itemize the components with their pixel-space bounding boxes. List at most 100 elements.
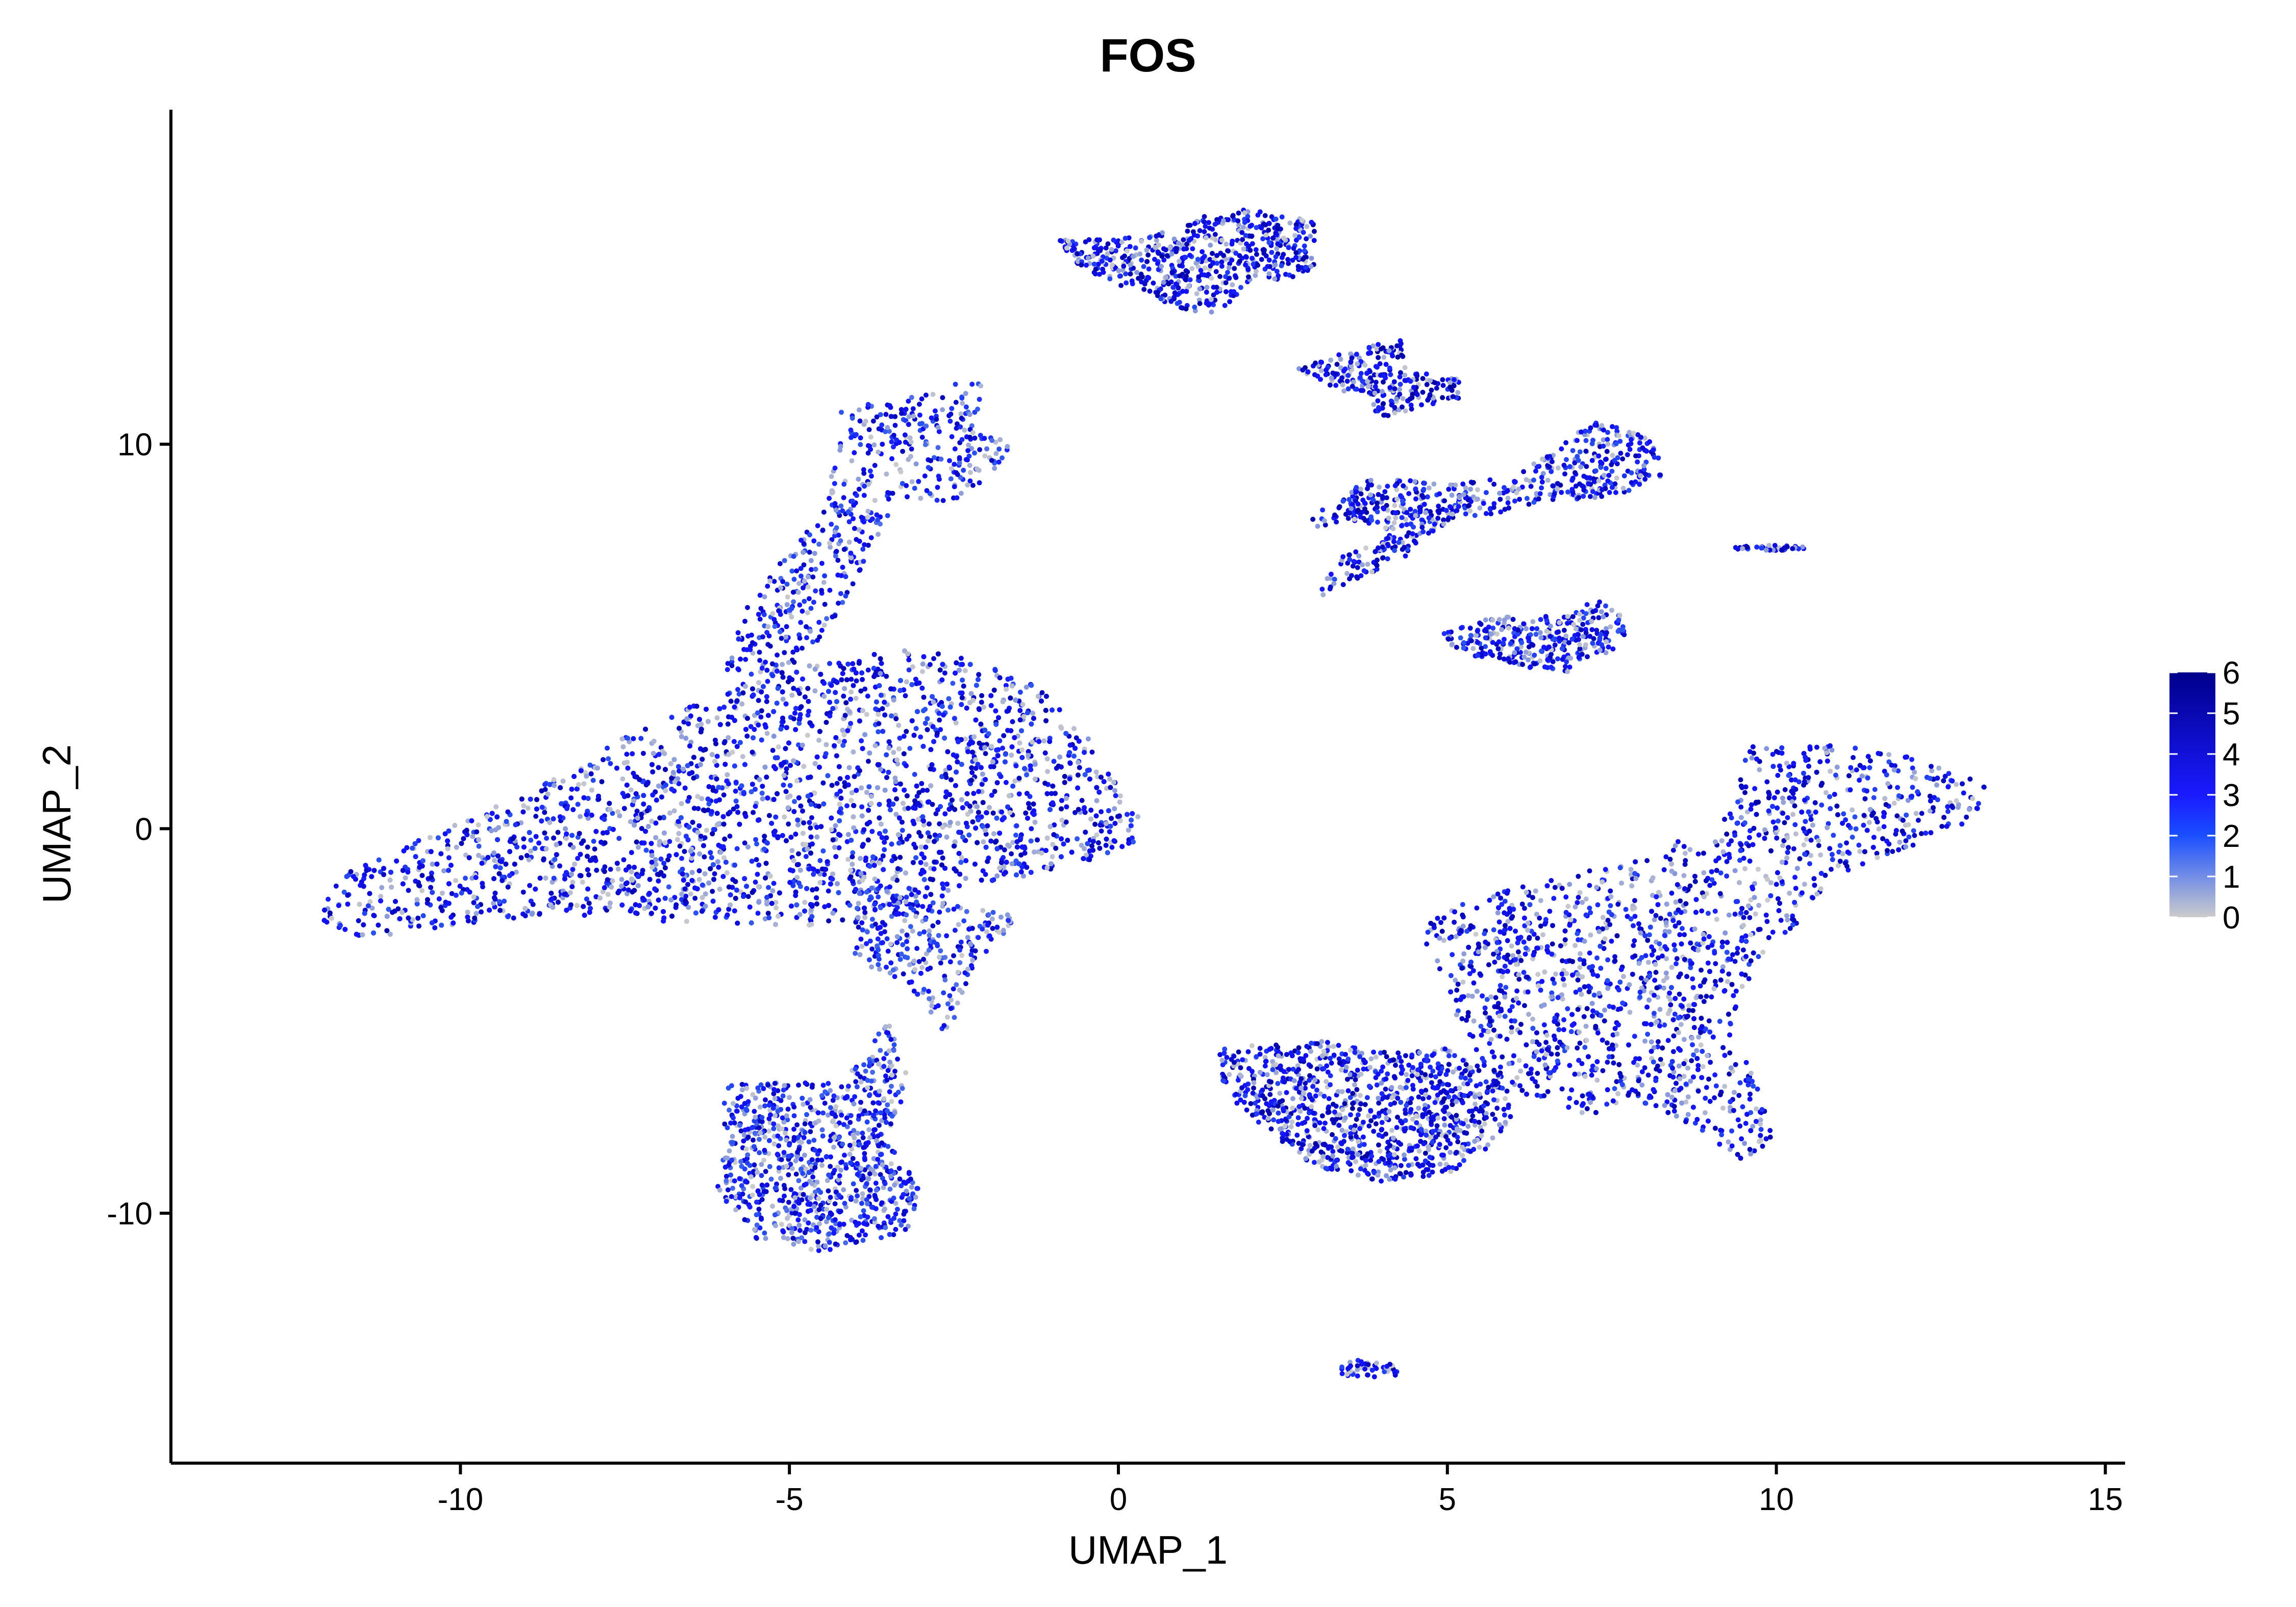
cell-point	[964, 706, 969, 711]
cell-point	[807, 820, 812, 825]
cell-point	[794, 862, 800, 867]
cell-point	[842, 713, 848, 718]
cell-point	[992, 789, 997, 794]
cell-point	[448, 914, 454, 920]
cell-point	[689, 877, 695, 883]
cell-point	[585, 886, 591, 892]
cell-point	[336, 902, 341, 908]
cell-point	[621, 806, 627, 811]
cell-point	[808, 720, 813, 726]
cell-point	[1126, 827, 1131, 833]
cell-point	[528, 848, 534, 854]
cell-point	[859, 738, 864, 744]
cell-point	[836, 890, 841, 895]
cell-point	[591, 839, 596, 844]
cell-point	[576, 782, 581, 787]
cell-point	[472, 915, 478, 921]
cell-point	[823, 751, 829, 757]
cell-point	[1019, 728, 1024, 734]
cell-point	[661, 861, 667, 866]
cell-point	[808, 850, 813, 856]
cell-point	[930, 724, 936, 730]
cell-point	[850, 862, 855, 867]
cell-point	[1094, 785, 1100, 790]
cell-point	[438, 851, 444, 857]
cell-point	[884, 752, 889, 758]
cell-point	[983, 872, 988, 877]
cell-point	[607, 905, 612, 910]
cell-point	[756, 680, 762, 686]
cell-point	[735, 687, 740, 692]
cell-point	[847, 902, 853, 908]
cell-point	[779, 670, 785, 675]
cell-point	[848, 721, 854, 726]
cell-point	[858, 856, 863, 861]
cell-point	[868, 800, 874, 806]
cell-point	[695, 806, 701, 811]
cell-point	[392, 909, 397, 914]
cell-point	[567, 890, 573, 895]
cell-point	[465, 914, 470, 920]
cell-point	[1058, 854, 1064, 860]
cell-point	[876, 729, 881, 735]
cell-point	[734, 744, 740, 749]
cell-point	[772, 755, 778, 761]
cell-point	[874, 699, 879, 705]
cell-point	[835, 881, 840, 887]
cell-point	[765, 713, 771, 718]
cell-point	[449, 891, 455, 896]
cell-point	[911, 821, 917, 826]
cell-point	[787, 783, 793, 788]
cell-point	[410, 845, 415, 851]
cell-point	[947, 820, 953, 825]
cell-point	[966, 832, 972, 838]
cell-point	[842, 784, 847, 789]
cell-point	[996, 715, 1001, 720]
cell-point	[492, 895, 497, 900]
cell-point	[878, 656, 883, 662]
cell-point	[1082, 749, 1087, 755]
cell-point	[1093, 769, 1099, 775]
cell-point	[1039, 850, 1044, 856]
cell-point	[554, 842, 559, 847]
cell-point	[1088, 816, 1094, 822]
cell-point	[886, 745, 892, 751]
cell-point	[711, 876, 716, 882]
cell-point	[906, 833, 912, 839]
cell-point	[922, 720, 928, 726]
cell-point	[947, 792, 953, 797]
cell-point	[871, 863, 877, 868]
cell-point	[940, 824, 945, 830]
cell-point	[920, 814, 926, 819]
cell-point	[521, 836, 527, 842]
cell-point	[1062, 774, 1067, 779]
cell-point	[588, 771, 594, 776]
cell-point	[569, 787, 575, 792]
cell-point	[1042, 781, 1048, 786]
cell-point	[982, 727, 988, 733]
cell-point	[322, 907, 328, 913]
cell-point	[844, 803, 850, 809]
cell-point	[1041, 738, 1047, 744]
cell-point	[568, 795, 574, 801]
cell-point	[1118, 793, 1123, 799]
cell-point	[784, 725, 789, 731]
cell-point	[814, 834, 820, 840]
cell-point	[992, 839, 998, 845]
cell-point	[877, 815, 882, 821]
cell-point	[821, 694, 827, 699]
cell-point	[698, 729, 704, 735]
cell-point	[1089, 843, 1095, 849]
cell-point	[643, 828, 648, 834]
cell-point	[666, 853, 672, 859]
cell-point	[743, 726, 748, 732]
cell-point	[865, 837, 871, 843]
cell-point	[1035, 694, 1041, 699]
cell-point	[931, 866, 937, 872]
cell-point	[610, 811, 615, 816]
cell-point	[384, 914, 390, 919]
cell-point	[769, 900, 775, 906]
cell-point	[921, 654, 927, 660]
cell-point	[742, 684, 748, 689]
cell-point	[1005, 727, 1011, 733]
